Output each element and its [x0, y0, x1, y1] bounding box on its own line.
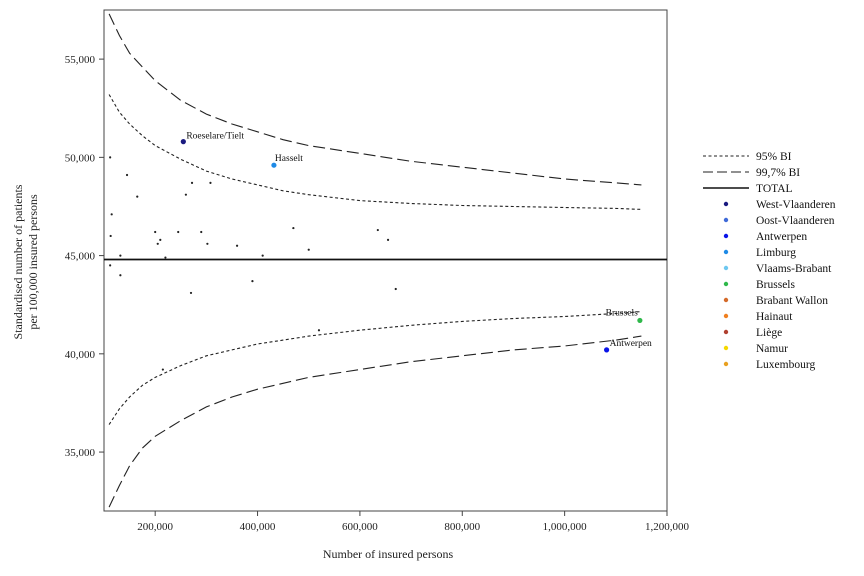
legend-marker: [723, 265, 729, 271]
x-axis-label: Number of insured persons: [323, 547, 454, 561]
legend-label: 95% BI: [756, 151, 792, 163]
data-point: [125, 173, 129, 177]
data-point: [154, 230, 157, 234]
data-point: [376, 228, 379, 232]
legend-label: Oost-Vlaanderen: [756, 215, 835, 227]
data-point: [209, 181, 212, 184]
legend-label: Antwerpen: [756, 231, 807, 243]
y-axis-label-line-1: Standardised number of patients: [11, 184, 25, 339]
legend-label: Hainaut: [756, 311, 793, 323]
y-axis-label: Standardised number of patients per 100,…: [11, 184, 40, 339]
point-annotation: Antwerpen: [610, 339, 652, 349]
data-point: [394, 287, 397, 291]
x-tick-label: 800,000: [444, 521, 480, 533]
y-tick-label: 40,000: [65, 349, 96, 361]
limit-curve-95-lower: [108, 311, 642, 425]
x-tick-label: 200,000: [137, 521, 173, 533]
data-point: [110, 213, 113, 216]
legend-marker: [723, 345, 729, 351]
legend-marker: [723, 201, 729, 207]
y-tick-label: 50,000: [65, 152, 96, 164]
data-point: [136, 195, 139, 198]
legend-label: Brussels: [756, 279, 796, 291]
legend-label: Brabant Wallon: [756, 295, 828, 307]
limit-curve-997-lower: [108, 335, 642, 508]
highlighted-point: [604, 347, 610, 353]
y-tick-label: 55,000: [65, 54, 96, 66]
data-point: [190, 181, 194, 184]
data-point: [189, 291, 193, 295]
point-annotation: Hasselt: [275, 154, 303, 164]
data-point: [164, 256, 167, 259]
data-point: [386, 238, 390, 241]
data-point: [177, 230, 180, 234]
point-annotation: Brussels: [606, 308, 639, 318]
data-point: [159, 238, 162, 241]
limit-curve-997-upper: [108, 13, 642, 186]
legend-label: Namur: [756, 343, 788, 355]
legend-marker: [723, 249, 729, 255]
data-point: [200, 230, 203, 234]
legend-label: 99,7% BI: [756, 167, 800, 179]
legend-label: Liège: [756, 327, 782, 339]
data-point: [109, 264, 112, 267]
x-tick-label: 400,000: [240, 521, 276, 533]
legend-marker: [723, 329, 729, 335]
data-point: [119, 254, 122, 257]
point-annotation: Roeselare/Tielt: [186, 132, 244, 142]
x-tick-label: 600,000: [342, 521, 378, 533]
data-point: [235, 244, 239, 247]
data-point: [251, 280, 254, 283]
y-tick-label: 35,000: [65, 447, 96, 459]
data-point: [119, 274, 122, 277]
legend-marker: [723, 281, 729, 287]
legend-label: Luxembourg: [756, 359, 815, 371]
highlighted-point: [180, 139, 186, 145]
data-point: [161, 368, 164, 371]
legend-marker: [723, 297, 729, 303]
y-axis-label-line-2: per 100,000 insured persons: [26, 194, 40, 330]
data-point: [109, 234, 112, 238]
y-tick-label: 45,000: [65, 251, 96, 263]
highlighted-point: [637, 317, 643, 324]
x-axis: 200,000 400,000 600,000 800,000 1,000,000 1,2…: [137, 511, 690, 533]
data-point: [292, 226, 295, 230]
highlighted-point: [271, 162, 277, 168]
limit-curves: [108, 13, 642, 508]
data-point: [184, 193, 187, 196]
legend-marker: [723, 361, 729, 367]
x-tick-label: 1,000,000: [543, 521, 588, 533]
data-point: [156, 242, 159, 245]
data-point: [307, 248, 310, 251]
legend-label: Limburg: [756, 247, 796, 259]
data-points: [109, 139, 643, 371]
legend-marker: [723, 217, 729, 223]
data-point: [206, 242, 209, 245]
legend-label: TOTAL: [756, 183, 793, 195]
legend-marker: [723, 313, 729, 319]
plot-frame: [103, 9, 668, 512]
data-point: [317, 329, 321, 332]
legend: 95% BI 99,7% BI TOTAL West-Vlaanderen Oost-V…: [703, 151, 836, 371]
legend-label: West-Vlaanderen: [756, 199, 836, 211]
plot-area: 200,000 400,000 600,000 800,000 1,000,000 1,2…: [65, 9, 690, 533]
x-tick-label: 1,200,000: [645, 521, 690, 533]
legend-label: Vlaams-Brabant: [756, 263, 832, 275]
point-annotations: Roeselare/Tielt Hasselt Brussels Antwerpen: [186, 132, 652, 349]
data-point: [261, 254, 264, 257]
data-point: [109, 156, 112, 159]
y-axis: 35,000 40,000 45,000 50,000 55,000: [65, 54, 104, 459]
limit-curve-95-upper: [108, 94, 642, 210]
legend-marker: [723, 233, 729, 239]
